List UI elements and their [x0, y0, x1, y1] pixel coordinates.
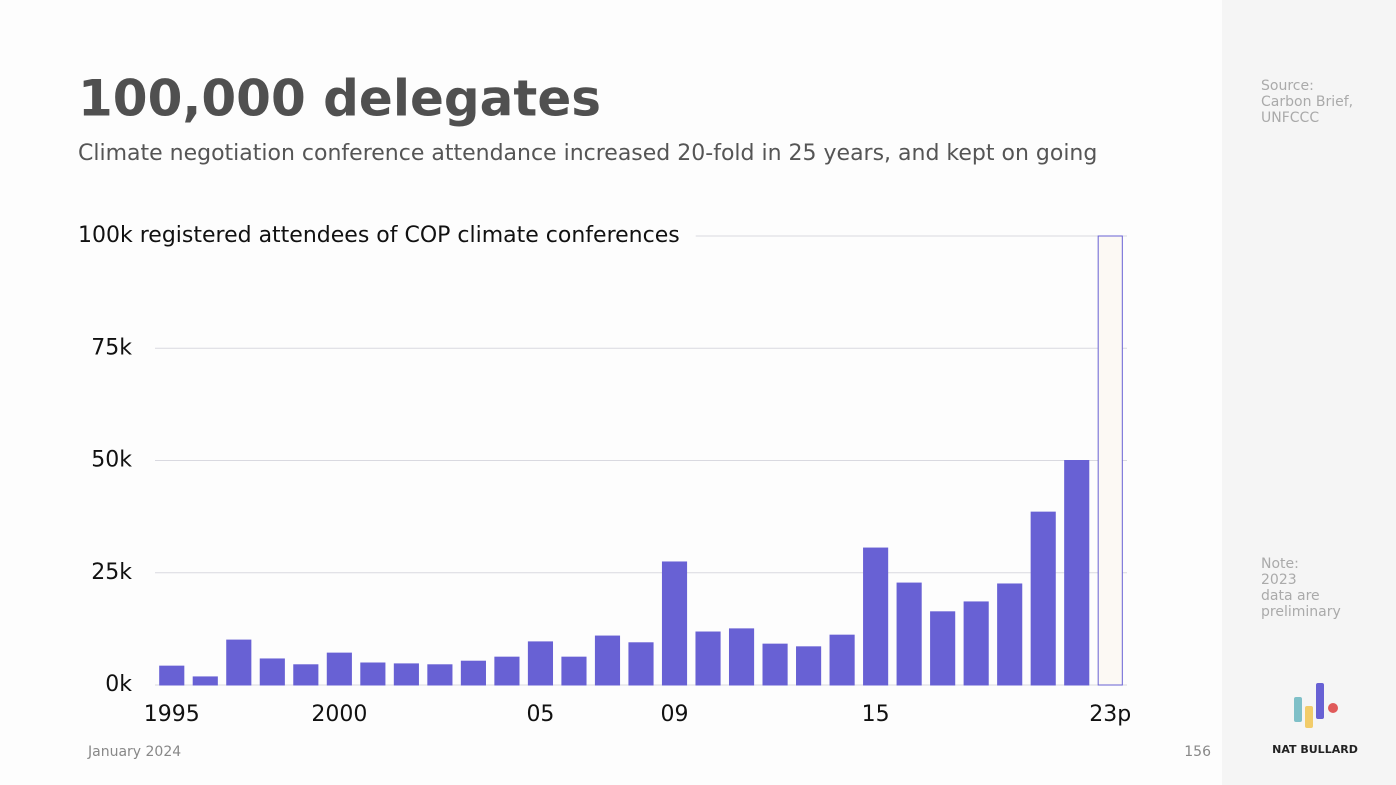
note-line: 2023 [1261, 572, 1297, 588]
bar [1097, 235, 1123, 686]
chart-subtitle: Climate negotiation conference attendanc… [78, 141, 1097, 166]
x-tick-label: 23p [1089, 702, 1131, 727]
bar [1064, 460, 1090, 686]
note-line: data are [1261, 588, 1320, 604]
y-tick-label: 50k [91, 448, 132, 473]
y-tick-label: 75k [91, 335, 132, 360]
bar [192, 676, 218, 686]
page-number: 156 [1184, 744, 1211, 760]
source-line: Source: [1261, 78, 1314, 94]
y-tick-label: 100k registered attendees of COP climate… [78, 223, 680, 248]
bar [628, 642, 654, 686]
logo-dot [1328, 703, 1338, 713]
bar [159, 665, 185, 686]
bar [561, 656, 587, 686]
bar [226, 639, 252, 686]
bar [796, 646, 822, 686]
bar [762, 643, 788, 686]
bar [427, 664, 453, 686]
x-tick-label: 2000 [311, 702, 367, 727]
logo-bar [1305, 706, 1313, 728]
bar [863, 547, 889, 686]
x-tick-label: 15 [862, 702, 890, 727]
bar [594, 635, 621, 686]
x-tick-label: 05 [526, 702, 554, 727]
bar [293, 664, 319, 686]
date: January 2024 [87, 744, 181, 760]
source-line: Carbon Brief, [1261, 94, 1353, 110]
sidebar [1222, 0, 1396, 785]
bar [1030, 511, 1056, 686]
note-line: preliminary [1261, 604, 1341, 620]
bar [494, 656, 520, 686]
bar [393, 663, 419, 686]
bar [896, 582, 922, 686]
logo-bar [1316, 683, 1324, 719]
chart-title: 100,000 delegates [78, 70, 601, 128]
bar [829, 634, 855, 686]
bar [360, 662, 386, 686]
note-line: Note: [1261, 556, 1299, 572]
y-tick-label: 25k [91, 560, 132, 585]
brand: NAT BULLARD [1272, 743, 1358, 756]
bar [460, 660, 486, 686]
bar [997, 583, 1023, 686]
bar [259, 658, 285, 686]
bar [527, 641, 554, 686]
logo-bar [1294, 697, 1302, 722]
bar [695, 631, 721, 686]
bar [326, 652, 352, 686]
bar [963, 601, 989, 686]
bar [728, 628, 755, 686]
source-line: UNFCCC [1261, 110, 1319, 126]
y-tick-label: 0k [105, 672, 132, 697]
x-tick-label: 1995 [144, 702, 200, 727]
x-tick-label: 09 [661, 702, 689, 727]
logo [1294, 683, 1338, 728]
bar [930, 611, 956, 686]
bar [661, 561, 688, 686]
